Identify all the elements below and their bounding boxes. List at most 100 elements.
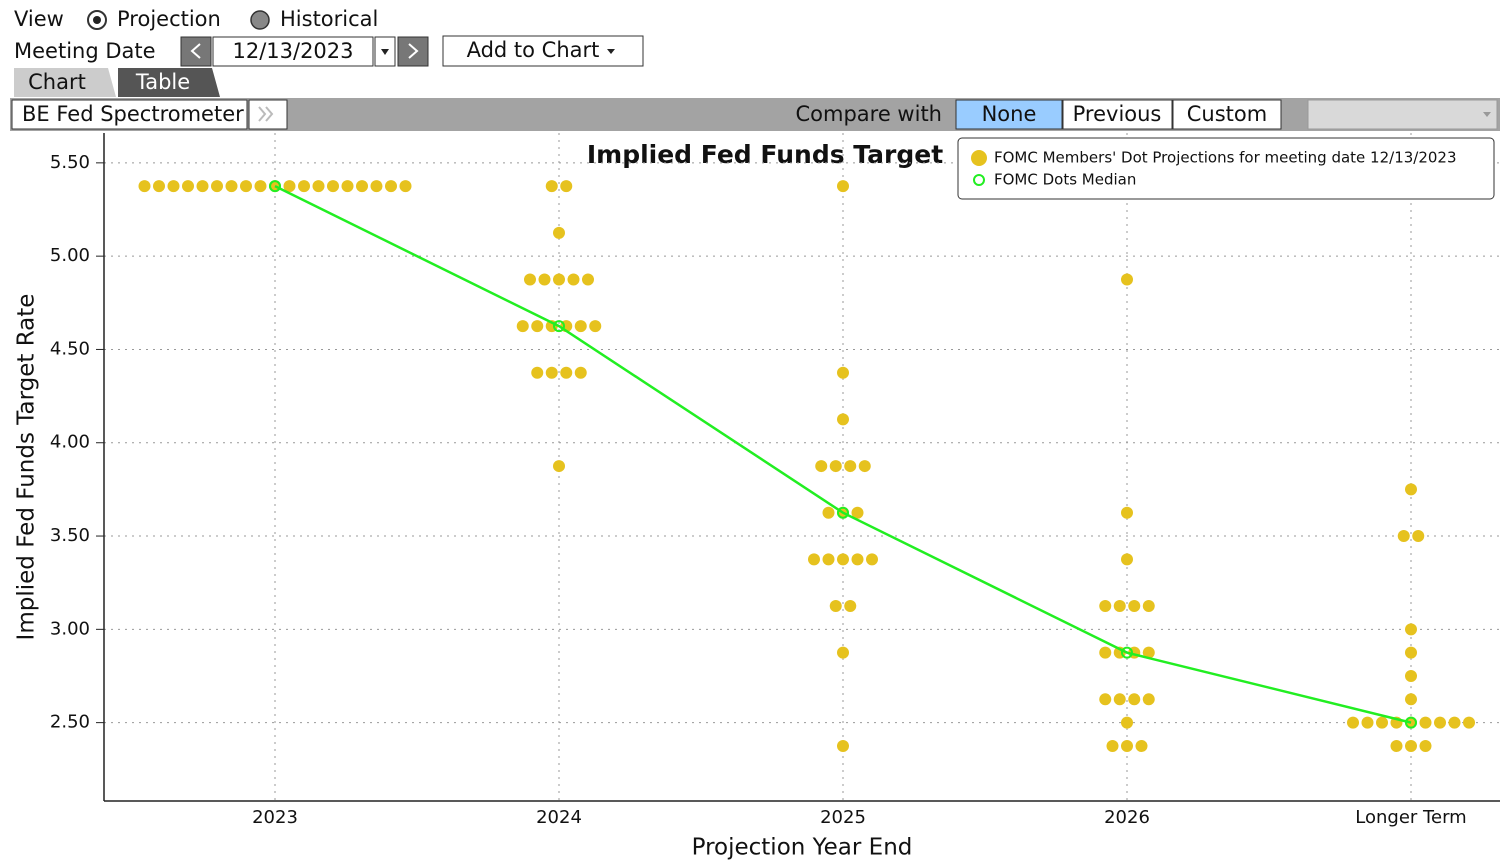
projection-dot <box>1463 716 1475 729</box>
projection-dot <box>567 273 580 286</box>
next-button[interactable] <box>397 36 429 67</box>
projection-dot <box>866 553 878 566</box>
projection-dot <box>240 180 252 193</box>
projection-dot <box>851 506 864 519</box>
projection-dot <box>574 366 587 379</box>
date-input[interactable] <box>212 36 374 67</box>
view-label: View <box>14 7 64 31</box>
x-tick-label: Longer Term <box>1355 807 1466 828</box>
x-tick-label: 2026 <box>1104 807 1150 828</box>
projection-dot <box>1376 716 1388 729</box>
projection-dot <box>1099 693 1112 706</box>
y-tick-label: 2.50 <box>50 712 90 733</box>
projection-dot <box>553 460 565 473</box>
projection-dot <box>196 180 209 193</box>
projection-dot <box>1448 716 1461 729</box>
projection-dot <box>182 180 194 193</box>
median-marker <box>1121 646 1133 659</box>
y-tick-label: 4.00 <box>50 432 90 453</box>
projection-dot <box>1142 693 1155 706</box>
projection-dot <box>1405 669 1417 682</box>
projection-dot <box>254 180 267 193</box>
projection-dot <box>516 320 529 333</box>
tab-chart[interactable] <box>14 68 116 97</box>
compare-previous[interactable] <box>1062 99 1173 130</box>
y-tick-label: 5.00 <box>50 245 90 266</box>
radio-historical[interactable] <box>250 10 270 30</box>
y-tick-label: 4.50 <box>50 338 90 359</box>
x-tick-label: 2024 <box>536 807 582 828</box>
projection-dot <box>225 180 238 193</box>
projection-dot <box>1419 716 1432 729</box>
compare-none[interactable] <box>955 99 1063 130</box>
projection-dot <box>1361 716 1374 729</box>
chart-title: Implied Fed Funds Target <box>587 140 943 169</box>
function-name: BE Fed Spectrometer <box>22 102 244 126</box>
projection-dot <box>837 413 849 426</box>
projection-dot <box>1390 739 1403 752</box>
projection-dot <box>356 180 368 193</box>
projection-dot <box>851 553 864 566</box>
compare-option: None <box>982 102 1037 126</box>
projection-dot <box>298 180 310 193</box>
compare-option: Custom <box>1187 102 1267 126</box>
projection-dot <box>1113 693 1126 706</box>
projection-dot <box>822 506 835 519</box>
projection-dot <box>211 180 223 193</box>
legend-label: FOMC Dots Median <box>994 171 1136 189</box>
projection-dot <box>837 739 849 752</box>
projection-dot <box>1099 646 1112 659</box>
projection-dot <box>1121 716 1133 729</box>
projection-dot <box>545 180 558 193</box>
dropdown-icon <box>1483 112 1491 117</box>
projection-dot <box>1434 716 1446 729</box>
projection-dot <box>531 320 544 333</box>
projection-dot <box>538 273 551 286</box>
projection-dot <box>1113 600 1126 613</box>
projection-dot <box>283 180 296 193</box>
x-tick-label: 2025 <box>820 807 866 828</box>
projection-dot <box>1128 600 1141 613</box>
projection-dot <box>1412 530 1425 543</box>
dropdown-icon <box>607 49 615 54</box>
compare-label: Compare with <box>796 102 943 126</box>
projection-dot <box>844 600 857 613</box>
projection-dot <box>1405 739 1417 752</box>
projection-dot <box>574 320 587 333</box>
view-option[interactable]: Historical <box>280 7 378 31</box>
projection-dot <box>553 226 565 239</box>
median-line <box>274 185 1412 724</box>
projection-dot <box>1405 646 1417 659</box>
projection-dot <box>1121 553 1133 566</box>
tab-table[interactable] <box>118 68 220 97</box>
tab-label: Chart <box>28 70 86 94</box>
dropdown-icon <box>381 49 389 55</box>
radio-dot <box>93 16 101 24</box>
median-marker <box>837 506 849 519</box>
x-axis-label: Projection Year End <box>692 835 913 861</box>
expand-button[interactable] <box>248 99 288 130</box>
add-to-chart-label: Add to Chart <box>467 38 600 62</box>
projection-dot <box>1099 600 1112 613</box>
legend-swatch <box>971 150 987 166</box>
tab-label: Table <box>135 70 190 94</box>
projection-dot <box>589 320 602 333</box>
expand-icon <box>258 106 274 122</box>
custom-dropdown[interactable] <box>1307 99 1498 130</box>
prev-icon <box>190 43 201 59</box>
prev-button[interactable] <box>180 36 212 67</box>
projection-dot <box>1405 623 1417 636</box>
projection-dot <box>1347 716 1359 729</box>
projection-dot <box>153 180 165 193</box>
projection-dot <box>829 460 842 473</box>
median-marker <box>269 180 281 193</box>
projection-dot <box>553 273 565 286</box>
projection-dot <box>837 366 849 379</box>
y-axis-label: Implied Fed Funds Target Rate <box>14 294 40 641</box>
meeting-date-label: Meeting Date <box>14 39 156 63</box>
compare-custom[interactable] <box>1172 99 1282 130</box>
median-marker <box>1405 716 1417 729</box>
y-tick-label: 3.00 <box>50 618 90 639</box>
view-option[interactable]: Projection <box>117 7 221 31</box>
